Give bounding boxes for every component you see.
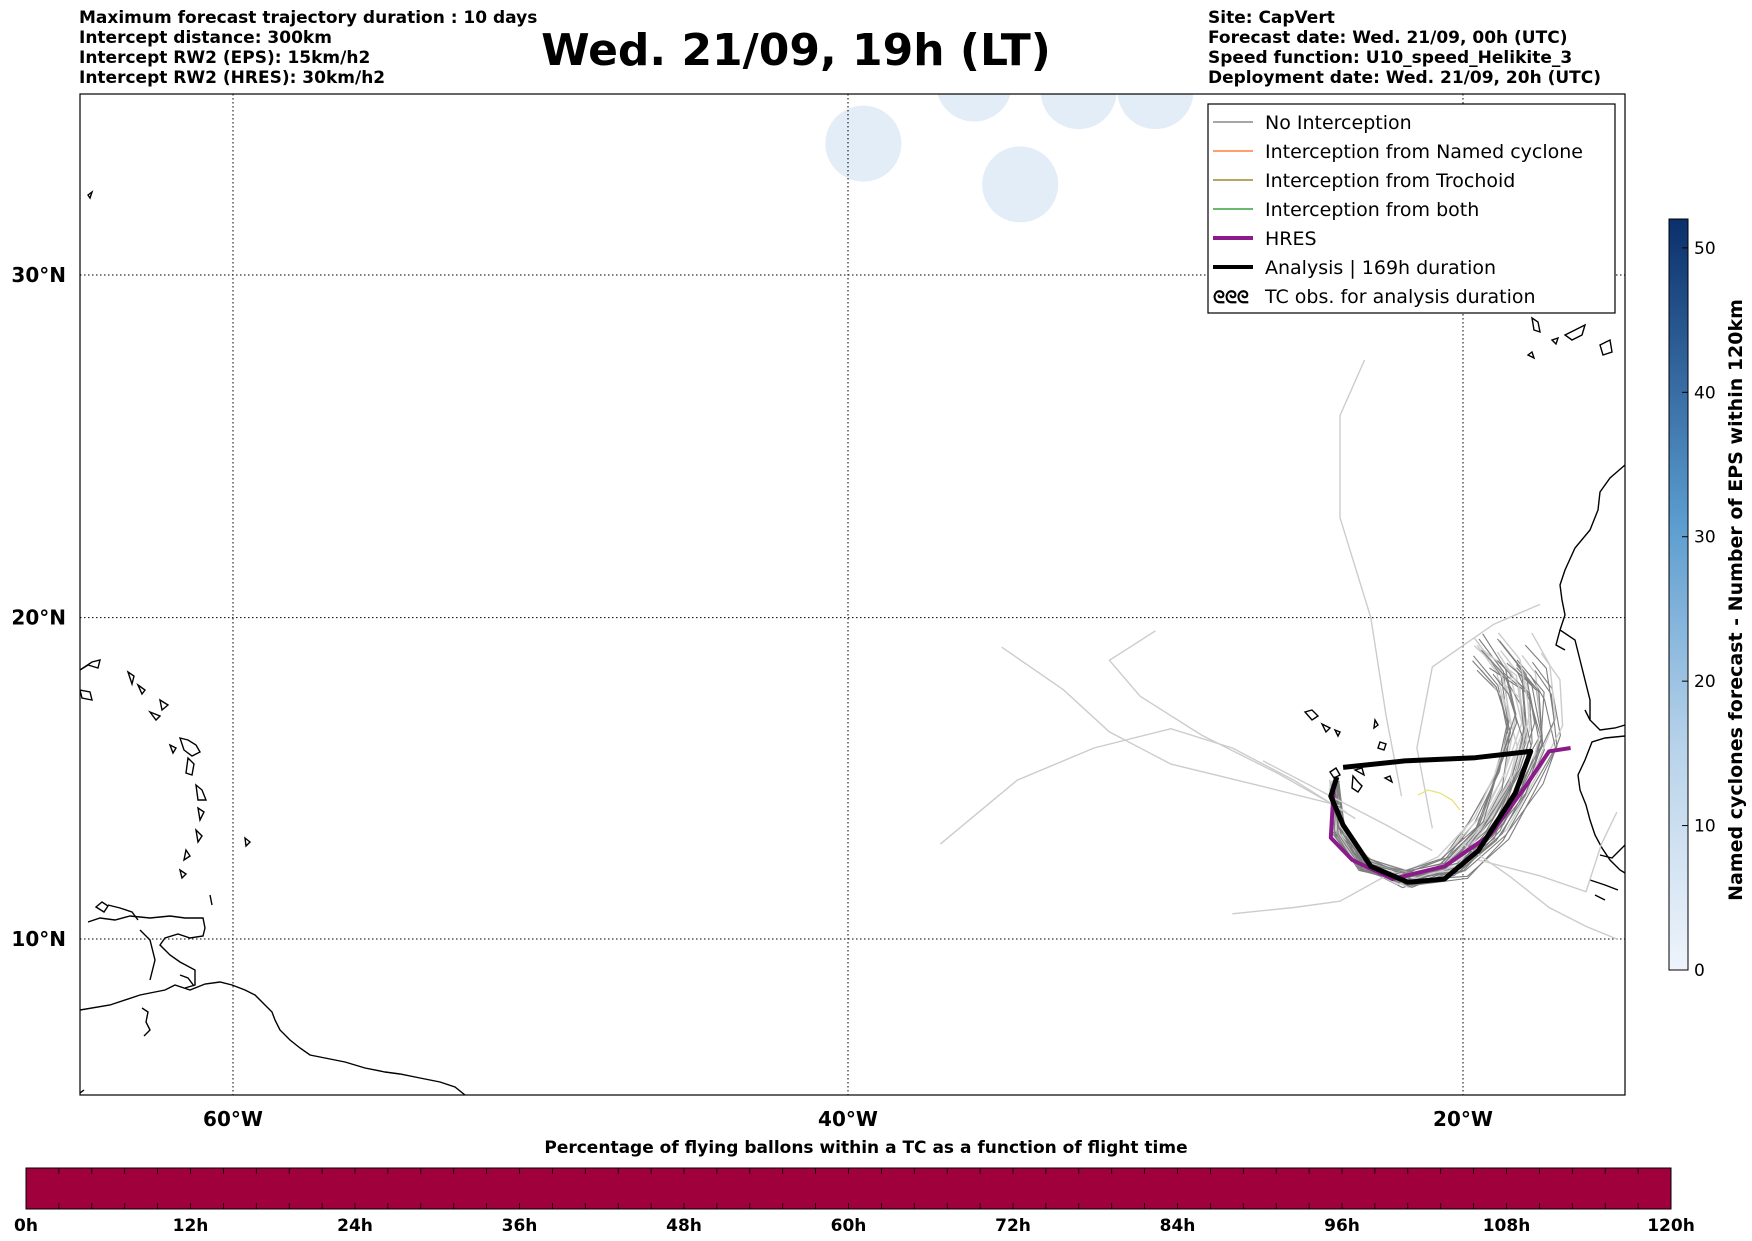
ensemble-track-35 (1333, 673, 1524, 881)
density-patch-3 (1040, 94, 1117, 130)
hres-track (1328, 746, 1571, 881)
header-speed-function: Speed function: U10_speed_Helikite_3 (1208, 48, 1573, 68)
right-colorbar-bar (1668, 218, 1689, 971)
lon-tick-label-1: 40°W (818, 1107, 878, 1131)
bottom-colorbar-title: Percentage of flying ballons within a TC… (544, 1138, 1187, 1158)
cyclone-density-layer (825, 94, 1194, 223)
right-colorbar-tick-label-1: 10 (1694, 817, 1716, 837)
header-forecast-date: Forecast date: Wed. 21/09, 00h (UTC) (1208, 28, 1568, 48)
header-intercept-eps: Intercept RW2 (EPS): 15km/h2 (79, 48, 371, 68)
cape-verde-islands (1303, 709, 1320, 721)
density-patch-4 (1117, 94, 1194, 130)
map-frame (79, 93, 1626, 1096)
ensemble-long-track-8 (1262, 760, 1433, 852)
ensemble-long-track-1 (1108, 630, 1347, 813)
lat-tick-label-1: 20°N (11, 606, 66, 630)
bottom-colorbar: Percentage of flying ballons within a TC… (14, 1138, 1695, 1236)
right-colorbar-tick-label-2: 20 (1694, 672, 1716, 692)
lat-tick-label-0: 30°N (11, 263, 66, 287)
legend-cyclone-icon: ᘓᘓᘓ (1213, 288, 1249, 308)
legend-label-3: Interception from both (1265, 199, 1479, 221)
bottom-colorbar-tick-label-3: 36h (502, 1216, 538, 1236)
bottom-colorbar-tick-label-10: 120h (1647, 1216, 1695, 1236)
legend-label-4: HRES (1265, 228, 1317, 250)
ensemble-long-track-6 (1478, 811, 1618, 893)
right-colorbar-tick-label-0: 0 (1694, 961, 1705, 981)
ensemble-track-37 (1335, 633, 1517, 874)
right-colorbar: 0 10 20 30 40 50 Named cyclones forecast - Nu… (1668, 218, 1747, 981)
page-title: Wed. 21/09, 19h (LT) (541, 25, 1051, 76)
ensemble-long-track-3 (1339, 359, 1403, 797)
legend-label-6: TC obs. for analysis duration (1264, 286, 1536, 308)
bottom-colorbar-tick-label-9: 108h (1483, 1216, 1531, 1236)
canary-islands (1531, 316, 1541, 334)
density-patch-1 (937, 94, 1011, 122)
lon-tick-label-0: 60°W (203, 1107, 263, 1131)
bottom-colorbar-tick-label-5: 60h (831, 1216, 867, 1236)
lat-tick-label-2: 10°N (11, 927, 66, 951)
bottom-colorbar-tick-label-1: 12h (173, 1216, 209, 1236)
right-colorbar-tick-label-5: 50 (1694, 239, 1716, 259)
legend-label-2: Interception from Trochoid (1265, 170, 1515, 192)
ensemble-long-track-7 (1232, 875, 1387, 915)
right-colorbar-label: Named cyclones forecast - Number of EPS … (1725, 299, 1747, 901)
legend: No Interception Interception from Named c… (1207, 103, 1616, 314)
bottom-colorbar-tick-label-4: 48h (666, 1216, 702, 1236)
ensemble-track-15 (1334, 654, 1525, 877)
trochoid-track (1417, 789, 1461, 811)
header-intercept-hres: Intercept RW2 (HRES): 30km/h2 (79, 68, 386, 88)
venezuela-coast (87, 915, 206, 989)
header-site: Site: CapVert (1208, 8, 1335, 28)
africa-coast-west (1577, 735, 1625, 874)
analysis-track (1328, 748, 1534, 885)
legend-box (1207, 103, 1616, 314)
bottom-colorbar-tick-label-7: 84h (1160, 1216, 1196, 1236)
header-intercept-distance: Intercept distance: 300km (79, 28, 332, 48)
legend-label-1: Interception from Named cyclone (1265, 141, 1583, 163)
legend-label-5: Analysis | 169h duration (1265, 257, 1496, 279)
header-max-duration: Maximum forecast trajectory duration : 1… (79, 8, 538, 28)
density-patch-2 (982, 146, 1059, 223)
ensemble-long-track-5 (1462, 843, 1618, 940)
right-colorbar-tick-label-3: 30 (1694, 528, 1716, 548)
coastlines (80, 190, 1625, 1095)
bottom-colorbar-bar (25, 1167, 1672, 1210)
bottom-colorbar-tick-label-2: 24h (337, 1216, 373, 1236)
map-grid (80, 94, 1625, 1095)
header-deployment-date: Deployment date: Wed. 21/09, 20h (UTC) (1208, 68, 1602, 88)
ensemble-track-34 (1334, 649, 1518, 875)
ensemble-long-track-4 (1416, 603, 1541, 829)
lon-tick-label-2: 20°W (1433, 1107, 1493, 1131)
ensemble-long-track-0 (1001, 646, 1341, 807)
ensemble-long-track-2 (939, 727, 1356, 845)
bottom-colorbar-tick-label-8: 96h (1324, 1216, 1360, 1236)
south-america-coast (80, 981, 466, 1095)
ensemble-track-32 (1330, 664, 1543, 886)
legend-label-0: No Interception (1265, 112, 1412, 134)
bottom-colorbar-tick-label-6: 72h (995, 1216, 1031, 1236)
bottom-colorbar-tick-label-0: 0h (14, 1216, 38, 1236)
density-patch-0 (825, 105, 902, 182)
right-colorbar-tick-label-4: 40 (1694, 383, 1716, 403)
